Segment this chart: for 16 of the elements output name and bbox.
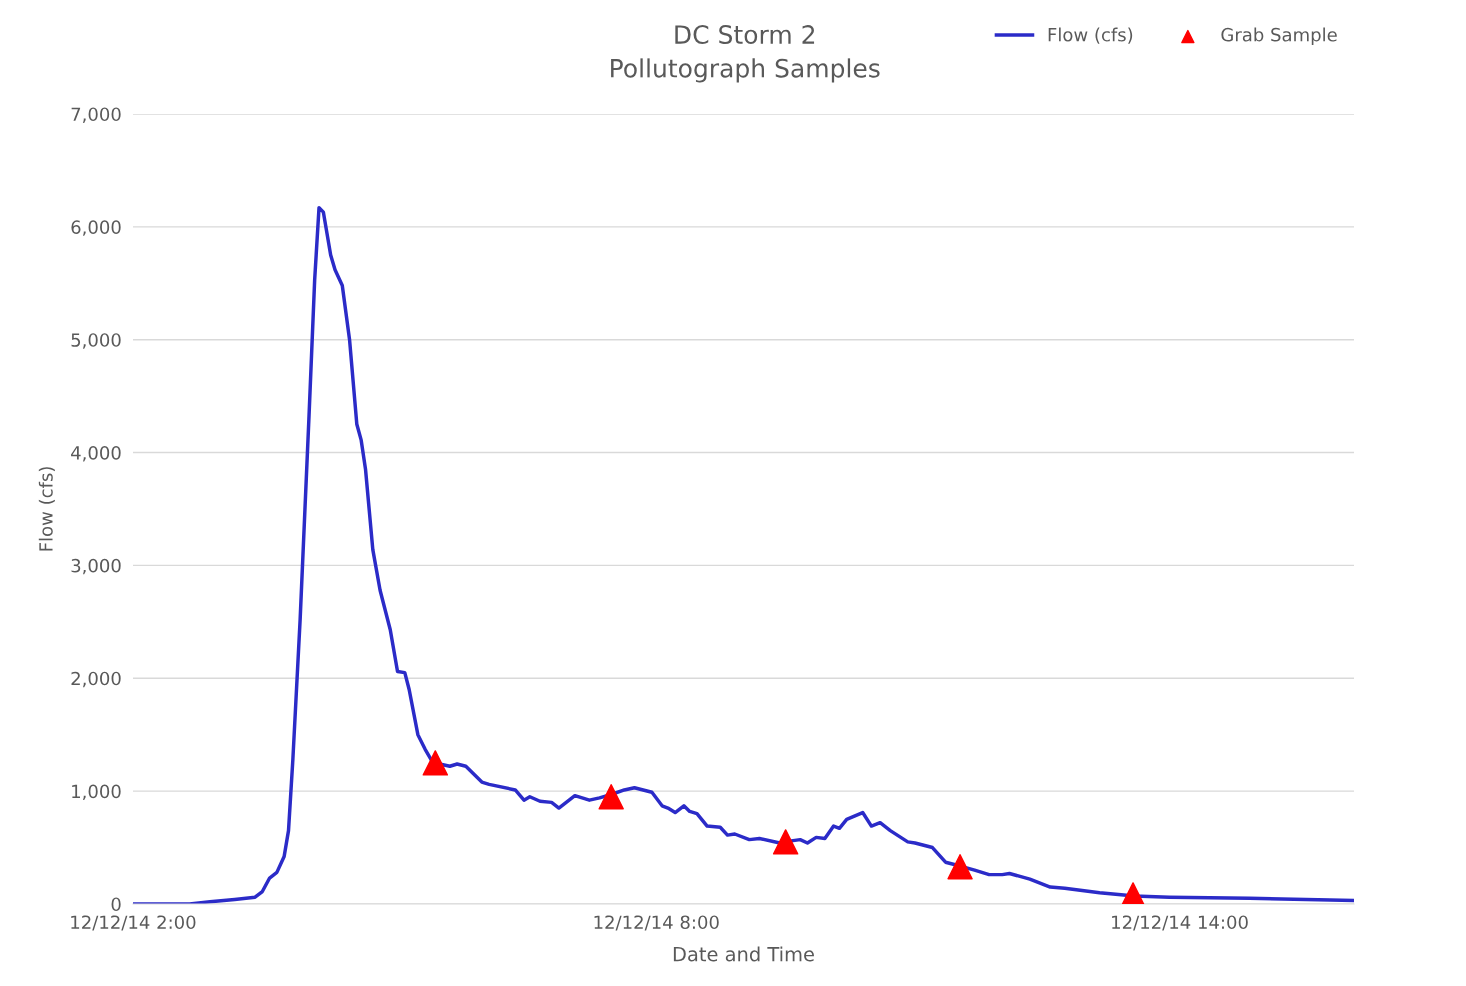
x-tick-label: 12/12/14 2:00	[71, 915, 196, 931]
legend-label: Flow (cfs)	[1048, 27, 1133, 44]
x-tick-label: 12/12/14 8:00	[594, 915, 719, 931]
chart-title: DC Storm 2 Pollutograph Samples	[611, 25, 880, 83]
x-axis-title: Date and Time	[673, 946, 814, 962]
y-tick-label: 0	[111, 897, 121, 912]
y-tick-label: 3,000	[71, 558, 121, 575]
y-tick-label: 2,000	[71, 671, 121, 688]
y-tick-label: 1,000	[72, 784, 121, 801]
y-tick-label: 6,000	[71, 220, 121, 236]
y-tick-label: 5,000	[71, 333, 121, 349]
y-tick-label: 7,000	[71, 107, 121, 123]
y-tick-label: 4,000	[71, 446, 121, 462]
legend-label: Grab Sample	[1221, 27, 1337, 46]
y-axis-title: Flow (cfs)	[38, 467, 55, 551]
x-tick-label: 12/12/14 14:00	[1112, 915, 1248, 931]
